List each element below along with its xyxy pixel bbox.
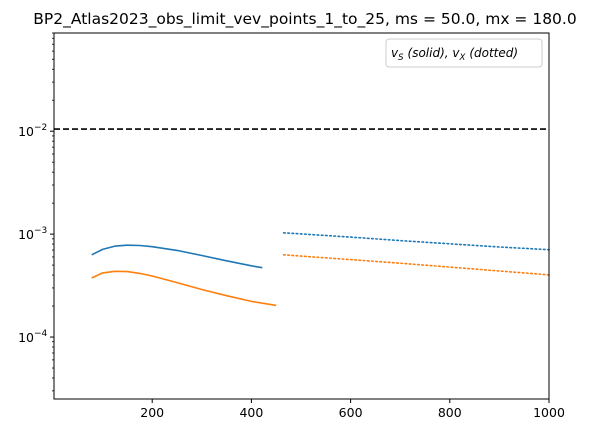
x-tick-label: 800	[438, 405, 462, 420]
legend-box	[385, 38, 543, 68]
legend-note-s: (solid),	[408, 46, 453, 60]
chart-title: BP2_Atlas2023_obs_limit_vev_points_1_to_…	[33, 10, 576, 29]
legend-sub-x: X	[459, 53, 466, 63]
x-tick-label: 400	[239, 405, 263, 420]
series-line-2-solid	[91, 270, 277, 307]
y-tick-label: 10	[18, 330, 34, 345]
legend-label: vS (solid), vX (dotted)	[391, 46, 518, 63]
series-line-1-solid	[91, 244, 263, 269]
x-tick-label: 200	[140, 405, 164, 420]
legend: vS (solid), vX (dotted)	[385, 38, 543, 68]
y-tick-label: 10	[18, 124, 34, 139]
x-tick-label: 1000	[533, 405, 565, 420]
y-tick-label: 10	[18, 227, 34, 242]
legend-sub-s: S	[398, 53, 404, 63]
plot-area	[54, 128, 550, 307]
series-line-4-dotted	[282, 254, 550, 276]
series-line-3-dotted	[282, 232, 550, 251]
legend-note-x: (dotted)	[469, 46, 518, 60]
x-tick-label: 600	[339, 405, 363, 420]
axes-frame	[53, 32, 550, 400]
y-tick-exponent: −3	[34, 226, 47, 236]
y-tick-exponent: −4	[34, 329, 48, 339]
y-tick-exponent: −2	[34, 123, 47, 133]
